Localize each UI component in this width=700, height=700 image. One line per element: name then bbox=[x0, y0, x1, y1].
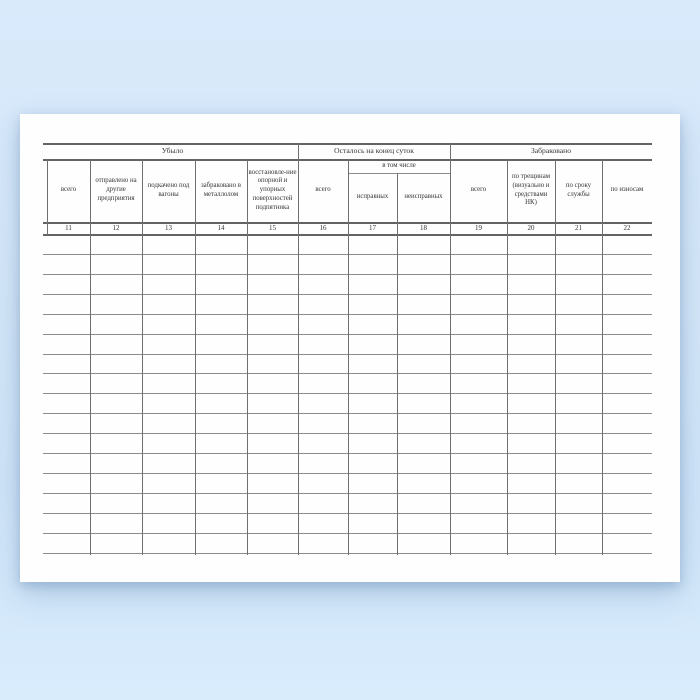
column-number-17: 17 bbox=[369, 223, 376, 232]
grid-line-h-row bbox=[43, 473, 652, 475]
grid-line-h-row bbox=[43, 254, 652, 256]
column-header-20: по трещинам (визуально и средствами НК) bbox=[511, 173, 551, 207]
grid-line-h-row bbox=[43, 413, 652, 415]
grid-line-h-row bbox=[43, 393, 652, 395]
column-header-17: исправных bbox=[356, 193, 389, 201]
column-number-12: 12 bbox=[112, 223, 120, 232]
column-header-12: отправлено на другие предприятия bbox=[95, 177, 137, 202]
column-header-18: неисправных bbox=[404, 193, 443, 201]
column-number-19: 19 bbox=[475, 223, 482, 232]
grid-line-h-row bbox=[43, 453, 652, 455]
column-number-16: 16 bbox=[319, 223, 327, 232]
column-number-20: 20 bbox=[527, 223, 535, 232]
grid-line-h-subgroup-bottom bbox=[348, 173, 450, 175]
column-header-21: по сроку службы bbox=[565, 181, 592, 198]
grid-line-h-row bbox=[43, 533, 652, 535]
column-header-19: всего bbox=[470, 186, 487, 194]
column-number-15: 15 bbox=[269, 223, 276, 232]
grid-line-h-row bbox=[43, 493, 652, 495]
grid-line-h-row bbox=[43, 373, 652, 375]
column-header-22: по износам bbox=[610, 186, 644, 194]
grid-line-v-16-17 bbox=[348, 159, 350, 555]
grid-line-v-19-20 bbox=[507, 159, 509, 555]
column-header-15: восстановле-ние опорной и упорных поверх… bbox=[248, 168, 297, 211]
column-number-21: 21 bbox=[575, 223, 582, 232]
grid-line-v-17-18 bbox=[397, 173, 399, 555]
column-header-14: забраковано в металлолом bbox=[200, 181, 241, 198]
grid-line-h-row bbox=[43, 513, 652, 515]
subgroup-header-v-tom-chisle: в том числе bbox=[382, 161, 416, 169]
grid-line-h-numbers-top bbox=[43, 222, 652, 224]
column-header-16: всего bbox=[315, 186, 331, 194]
column-header-13: подкачено под вагоны bbox=[147, 181, 190, 198]
grid-line-h-group-bottom bbox=[43, 159, 652, 161]
grid-line-h-row bbox=[43, 334, 652, 336]
grid-line-v-14-15 bbox=[247, 159, 249, 555]
column-header-11: всего bbox=[60, 186, 77, 194]
grid-line-v-group-15-16 bbox=[298, 143, 300, 555]
grid-line-h-row bbox=[43, 274, 652, 276]
grid-line-v-left-border bbox=[47, 159, 49, 235]
grid-line-h-row bbox=[43, 294, 652, 296]
grid-line-v-20-21 bbox=[555, 159, 557, 555]
grid-line-h-row bbox=[43, 354, 652, 356]
grid-line-v-group-18-19 bbox=[450, 143, 452, 555]
group-header-ubylo: Убыло bbox=[161, 146, 184, 156]
column-number-11: 11 bbox=[65, 223, 72, 232]
grid-line-h-row bbox=[43, 433, 652, 435]
column-number-18: 18 bbox=[420, 223, 427, 232]
grid-line-h-numbers-bottom bbox=[43, 234, 652, 236]
grid-line-v-21-22 bbox=[602, 159, 604, 555]
document-page: Убыло Осталось на конец суток Забракован… bbox=[20, 114, 680, 582]
column-number-13: 13 bbox=[165, 223, 172, 232]
grid-line-h-table-top bbox=[43, 143, 652, 145]
grid-line-v-12-13 bbox=[142, 159, 144, 555]
group-header-ostalos: Осталось на конец суток bbox=[334, 146, 414, 156]
column-number-14: 14 bbox=[217, 223, 225, 232]
grid-line-h-row bbox=[43, 314, 652, 316]
grid-line-v-13-14 bbox=[195, 159, 197, 555]
group-header-zabrakovano: Забраковано bbox=[530, 146, 572, 156]
grid-line-h-table-bottom bbox=[43, 553, 652, 555]
column-number-22: 22 bbox=[623, 223, 631, 232]
grid-line-v-11-12 bbox=[90, 159, 92, 555]
